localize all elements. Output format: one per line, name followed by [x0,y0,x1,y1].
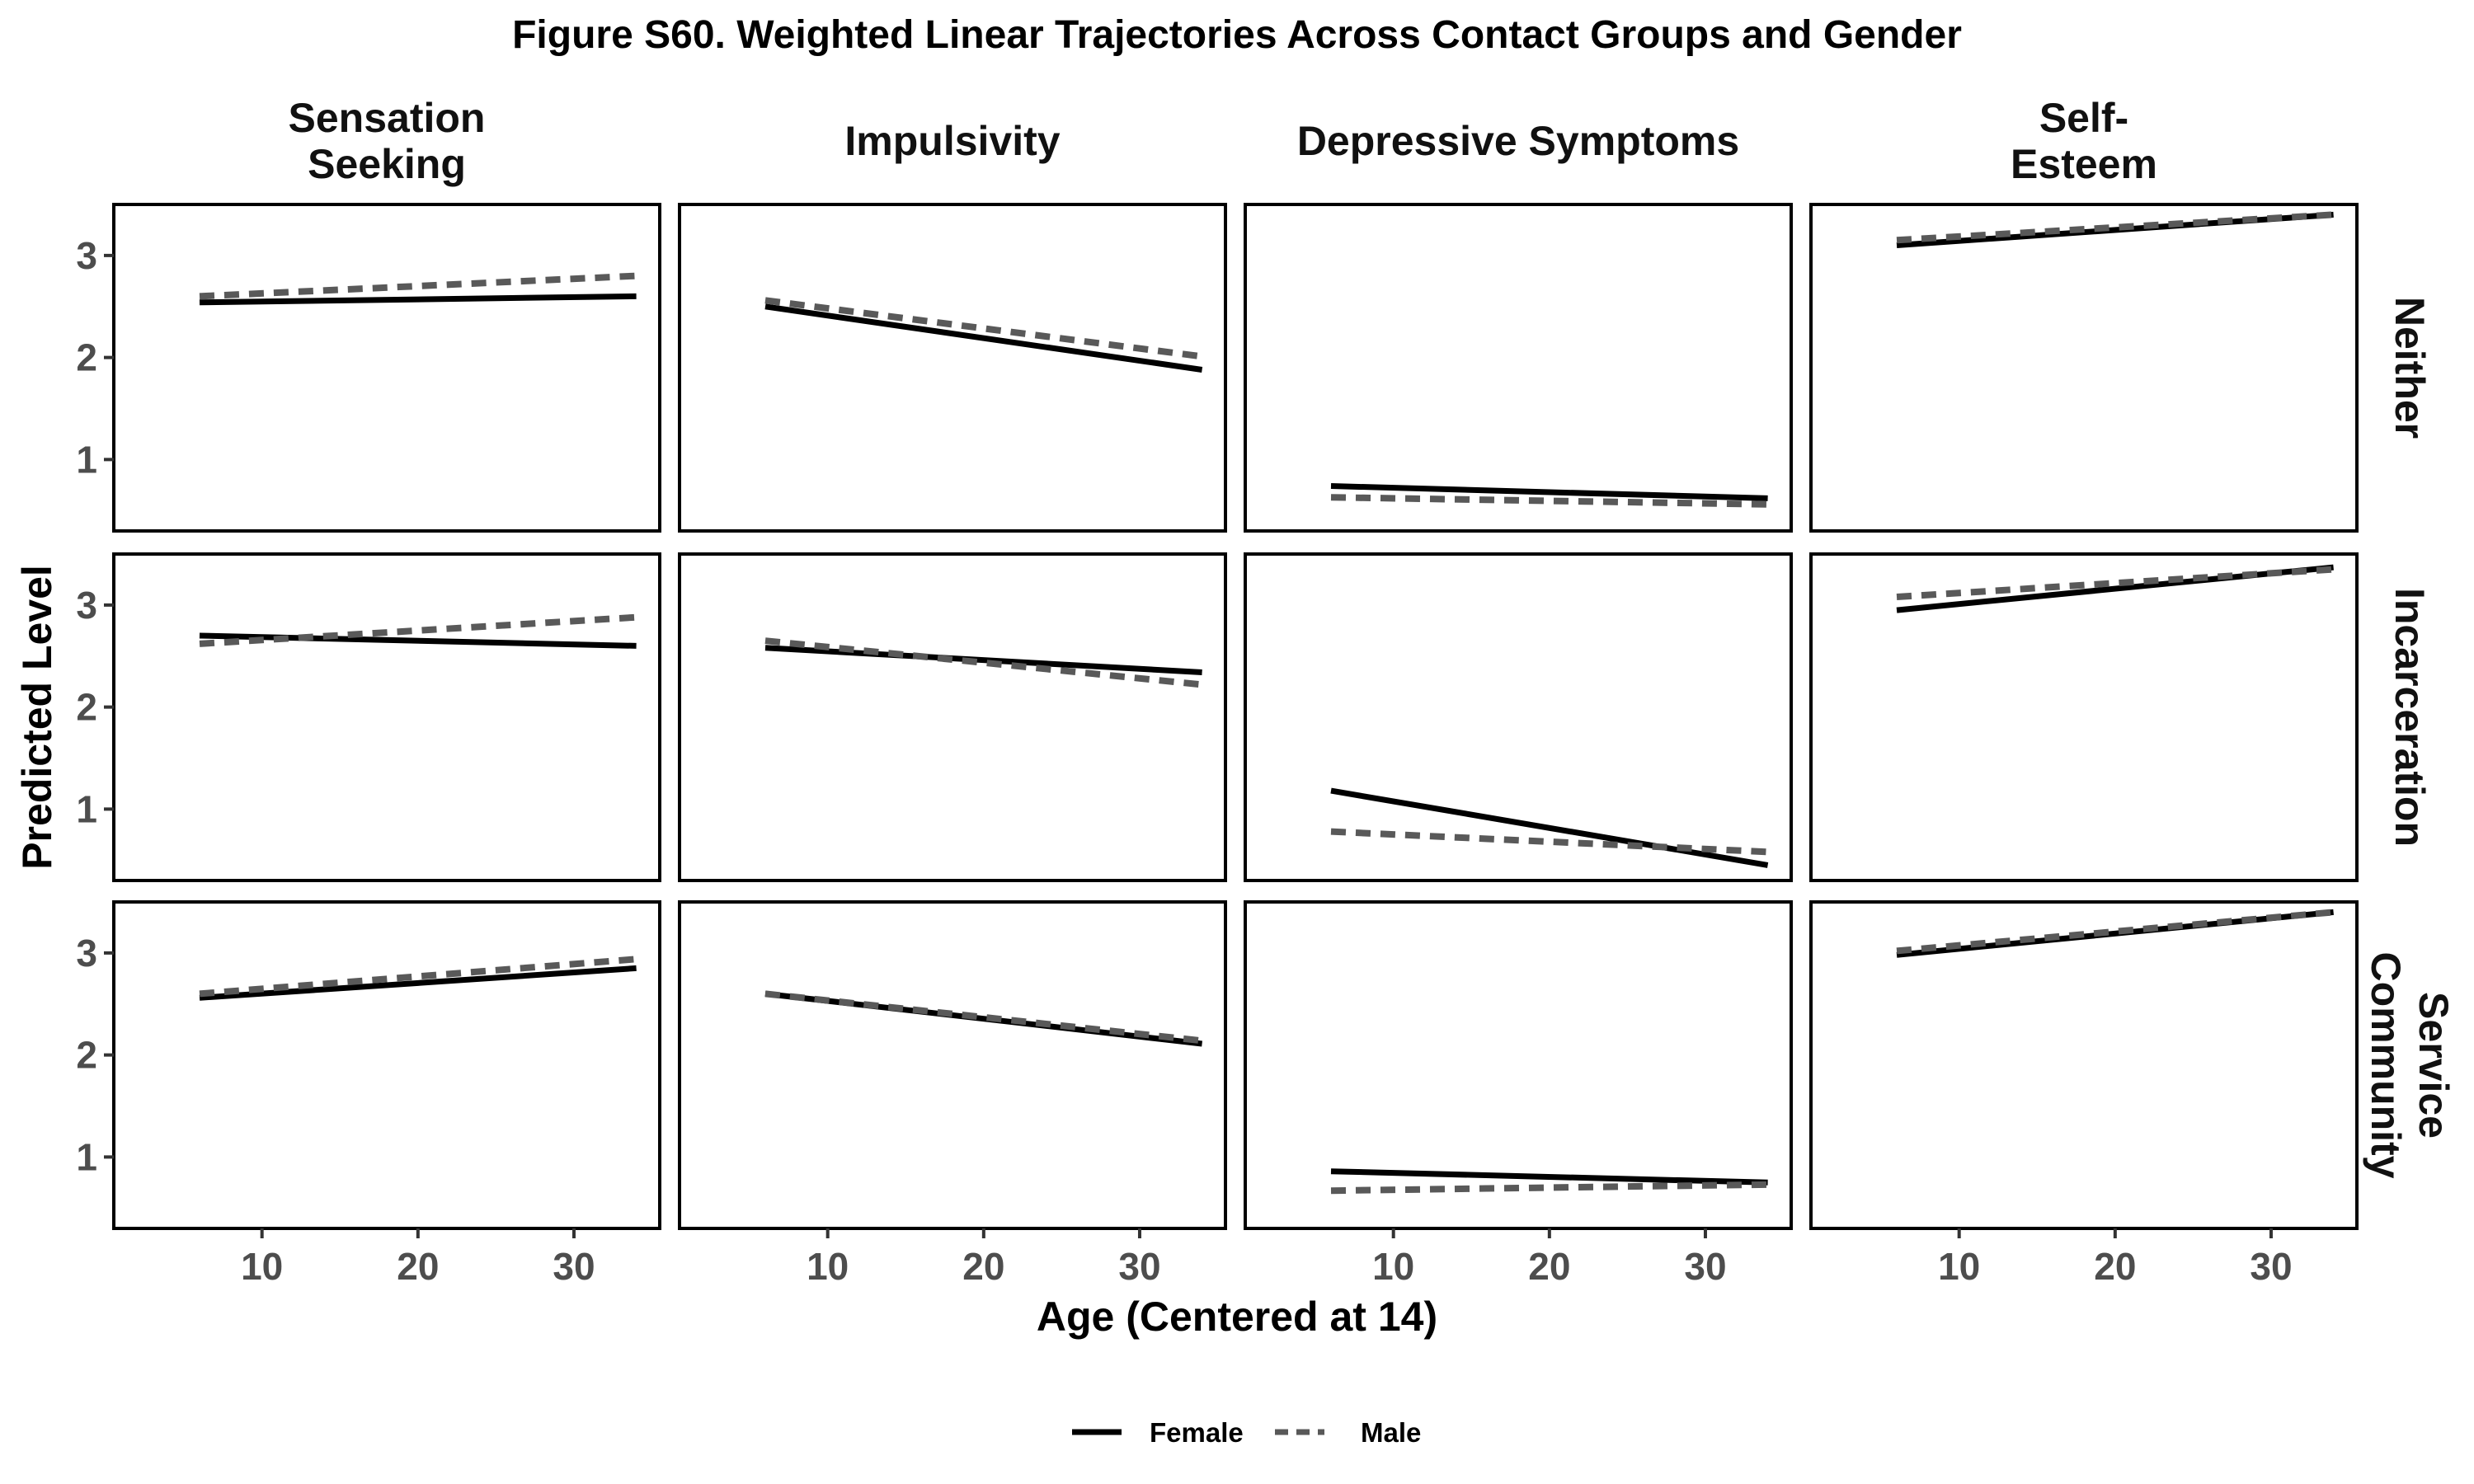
panel-frame-community-service-sensation-seeking [112,900,661,1230]
series-line-female-neither-impulsivity [764,303,1203,373]
panel-frame-neither-depressive-symptoms [1244,203,1793,533]
panel-frame-neither-sensation-seeking [112,203,661,533]
y-tick-label: 2 [76,686,97,729]
x-tick-label: 20 [1528,1245,1570,1288]
legend-label-female: Female [1150,1417,1244,1448]
row-strip-label-community-service: CommunityService [2363,952,2457,1179]
x-tick-label: 30 [2250,1245,2292,1288]
x-axis-title: Age (Centered at 14) [1037,1294,1437,1340]
x-tick-label: 20 [2094,1245,2136,1288]
panel-frame-community-service-impulsivity [678,900,1227,1230]
column-strip-label-sensation-seeking: Sensation Seeking [289,95,486,187]
y-tick-label: 3 [76,932,97,974]
panel-frame-neither-self-esteem [1809,203,2359,533]
x-tick-label: 30 [1684,1245,1726,1288]
y-tick-label: 3 [76,234,97,277]
x-tick-label: 30 [1118,1245,1160,1288]
x-tick-label: 20 [397,1245,439,1288]
y-tick-label: 3 [76,584,97,627]
x-tick-label: 10 [241,1245,283,1288]
panel-frame-incarceration-sensation-seeking [112,552,661,882]
x-tick-label: 10 [1938,1245,1980,1288]
series-line-female-community-service-sensation-seeking [199,965,637,1001]
series-line-female-incarceration-sensation-seeking [199,632,637,649]
chart-title: Figure S60. Weighted Linear Trajectories… [512,13,1962,57]
panel-frame-neither-impulsivity [678,203,1227,533]
series-line-female-community-service-self-esteem [1896,909,2334,958]
column-strip-label-self-esteem: Self-Esteem [2011,95,2157,187]
panel-frame-incarceration-depressive-symptoms [1244,552,1793,882]
series-line-female-incarceration-impulsivity [764,645,1202,675]
legend-label-male: Male [1361,1417,1421,1448]
x-tick-label: 10 [1372,1245,1414,1288]
y-tick-label: 1 [76,787,97,830]
x-tick-label: 30 [553,1245,595,1288]
panel-frame-incarceration-impulsivity [678,552,1227,882]
row-strip-label-neither: Neither [2387,297,2433,439]
column-strip-label-depressive-symptoms: Depressive Symptoms [1297,118,1739,164]
y-axis-title: Predicted Level [14,565,60,870]
x-tick-label: 10 [807,1245,849,1288]
y-tick-label: 2 [76,336,97,379]
y-tick-label: 2 [76,1034,97,1077]
panel-frame-incarceration-self-esteem [1809,552,2359,882]
series-line-female-incarceration-depressive-symptoms [1330,787,1769,868]
panel-frame-community-service-self-esteem [1809,900,2359,1230]
series-line-female-community-service-depressive-symptoms [1330,1168,1768,1186]
y-tick-label: 1 [76,438,97,481]
series-line-female-neither-self-esteem [1896,211,2334,248]
column-strip-label-impulsivity: Impulsivity [844,118,1060,164]
series-line-female-neither-depressive-symptoms [1330,483,1768,501]
y-tick-label: 1 [76,1135,97,1178]
series-line-female-neither-sensation-seeking [199,293,637,306]
series-line-female-incarceration-self-esteem [1896,564,2334,613]
x-tick-label: 20 [962,1245,1004,1288]
row-strip-label-incarceration: Incarceration [2387,588,2433,847]
series-line-female-community-service-impulsivity [764,990,1202,1047]
